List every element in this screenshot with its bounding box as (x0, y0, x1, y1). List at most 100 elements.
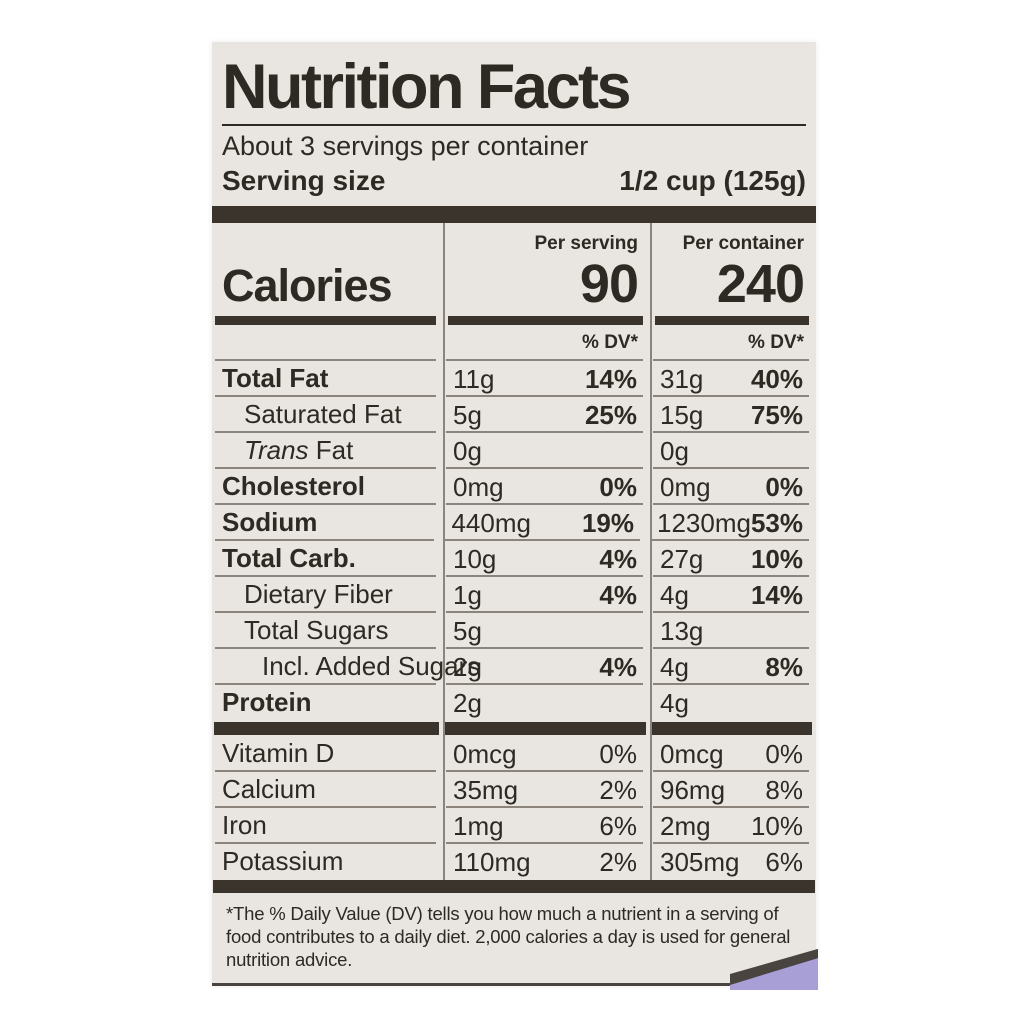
dv-footnote: *The % Daily Value (DV) tells you how mu… (226, 903, 791, 970)
per-serving-dv: 4% (599, 651, 637, 682)
nutrient-label: Total Carb. (212, 541, 443, 577)
per-serving-amount: 110mg (453, 846, 531, 877)
per-serving-amount: 5g (453, 615, 482, 646)
per-serving-amount: 0mcg (453, 738, 517, 769)
per-container-dv: 0% (765, 738, 803, 769)
nutrient-row-cholesterol: Cholesterol 0mg 0% 0mg 0% (212, 469, 816, 505)
calories-underline (655, 316, 809, 325)
mineral-label: Calcium (212, 772, 443, 808)
per-container-dv: 40% (750, 363, 803, 394)
per-container-amount: 31g (660, 363, 704, 394)
header-divider-bar (212, 206, 816, 223)
per-container-dv: 8% (765, 774, 803, 805)
footer-divider-bar (213, 880, 815, 893)
nutrient-label: Dietary Fiber (212, 577, 443, 613)
calories-underline (448, 316, 643, 325)
per-serving-amount: 1mg (453, 810, 504, 841)
per-container-amount: 305mg (660, 846, 740, 877)
per-container-amount: 4g (660, 651, 689, 682)
nutrient-label-italic: Trans (244, 435, 309, 465)
per-serving-dv: 14% (584, 363, 637, 394)
per-serving-dv: 6% (599, 810, 637, 841)
per-container-amount: 15g (660, 399, 704, 430)
per-serving-dv: 19% (581, 507, 634, 538)
per-container-dv: 8% (765, 651, 803, 682)
per-container-amount: 4g (660, 579, 689, 610)
per-container-dv: 14% (750, 579, 803, 610)
nutrient-row-total-carb: Total Carb. 10g 4% 27g 10% (212, 541, 816, 577)
mineral-label: Vitamin D (212, 736, 443, 772)
nutrient-row-total-sugars: Total Sugars 5g 13g (212, 613, 816, 649)
per-container-amount: 1230mg (656, 507, 751, 538)
per-container-dv: 0% (765, 471, 803, 502)
mineral-label: Potassium (222, 846, 344, 876)
per-container-amount: 27g (660, 543, 704, 574)
per-container-amount: 13g (660, 615, 704, 646)
column-divider-left (443, 223, 445, 880)
serving-size-label: Serving size (222, 165, 386, 196)
per-serving-amount: 10g (453, 543, 497, 574)
per-serving-amount: 35mg (453, 774, 519, 805)
calories-row: Calories Per serving 90 Per container 24… (212, 223, 816, 325)
nutrient-row-saturated-fat: Saturated Fat 5g 25% 15g 75% (212, 397, 816, 433)
per-container-amount: 2mg (660, 810, 711, 841)
per-container-dv: 10% (750, 810, 803, 841)
per-serving-amount: 0mg (453, 471, 504, 502)
per-container-dv: 6% (765, 846, 803, 877)
calories-per-container-value: 240 (716, 254, 805, 314)
per-container-amount: 0mcg (660, 738, 724, 769)
mineral-row-potassium: Potassium 110mg 2% 305mg 6% (212, 844, 816, 880)
per-container-dv: 10% (750, 543, 803, 574)
serving-size-row: Serving size 1/2 cup (125g) (222, 163, 806, 199)
nutrient-row-trans-fat: Trans Fat 0g 0g (212, 433, 816, 469)
per-serving-amount: 2g (453, 651, 482, 682)
nutrition-table: Calories Per serving 90 Per container 24… (212, 223, 816, 880)
mineral-row-vitamin-d: Vitamin D 0mcg 0% 0mcg 0% (212, 736, 816, 772)
nutrient-row-protein: Protein 2g 4g (212, 685, 816, 721)
per-container-dv: 75% (750, 399, 803, 430)
per-serving-amount: 1g (453, 579, 482, 610)
per-container-amount: 96mg (660, 774, 726, 805)
calories-underline (215, 316, 436, 325)
per-serving-dv: 25% (584, 399, 637, 430)
nutrient-label: Incl. Added Sugars (212, 649, 480, 685)
nutrient-label: Cholesterol (212, 469, 443, 505)
nutrient-label: Sodium (212, 505, 441, 541)
nutrient-label: Total Sugars (212, 613, 443, 649)
nutrient-row-sodium: Sodium 440mg 19% 1230mg 53% (212, 505, 816, 541)
per-serving-dv: 4% (599, 543, 637, 574)
dv-header-per-serving: % DV* (443, 325, 650, 361)
per-container-amount: 4g (660, 687, 689, 718)
per-serving-dv: 0% (599, 738, 637, 769)
per-container-header: Per container (682, 233, 804, 254)
title-divider (222, 124, 806, 126)
per-serving-amount: 11g (453, 363, 495, 394)
mineral-row-calcium: Calcium 35mg 2% 96mg 8% (212, 772, 816, 808)
mineral-row-iron: Iron 1mg 6% 2mg 10% (212, 808, 816, 844)
calories-per-serving-value: 90 (579, 254, 639, 314)
nutrient-label: Protein (222, 687, 312, 717)
nutrient-row-dietary-fiber: Dietary Fiber 1g 4% 4g 14% (212, 577, 816, 613)
per-container-dv: 53% (750, 507, 803, 538)
servings-per-container: About 3 servings per container (222, 131, 589, 161)
dv-header-per-container: % DV* (650, 325, 816, 361)
per-serving-dv: 4% (599, 579, 637, 610)
nutrient-label: Total Fat (212, 361, 443, 397)
per-serving-amount: 0g (453, 435, 482, 466)
mineral-label: Iron (212, 808, 443, 844)
column-divider-right (650, 223, 652, 880)
nutrient-row-total-fat: Total Fat 11g 14% 31g 40% (212, 361, 816, 397)
nutrition-facts-label: Nutrition Facts About 3 servings per con… (212, 42, 816, 986)
per-serving-dv: 2% (599, 774, 637, 805)
can-edge-corner (730, 948, 818, 990)
per-container-amount: 0g (660, 435, 689, 466)
per-serving-amount: 5g (453, 399, 482, 430)
serving-size-value: 1/2 cup (125g) (619, 165, 806, 196)
nutrient-label: Fat (308, 435, 354, 465)
per-serving-dv: 2% (599, 846, 637, 877)
per-serving-header: Per serving (534, 233, 639, 254)
nutrient-row-added-sugars: Incl. Added Sugars 2g 4% 4g 8% (212, 649, 816, 685)
nutrient-label: Saturated Fat (212, 397, 443, 433)
per-serving-dv: 0% (599, 471, 637, 502)
